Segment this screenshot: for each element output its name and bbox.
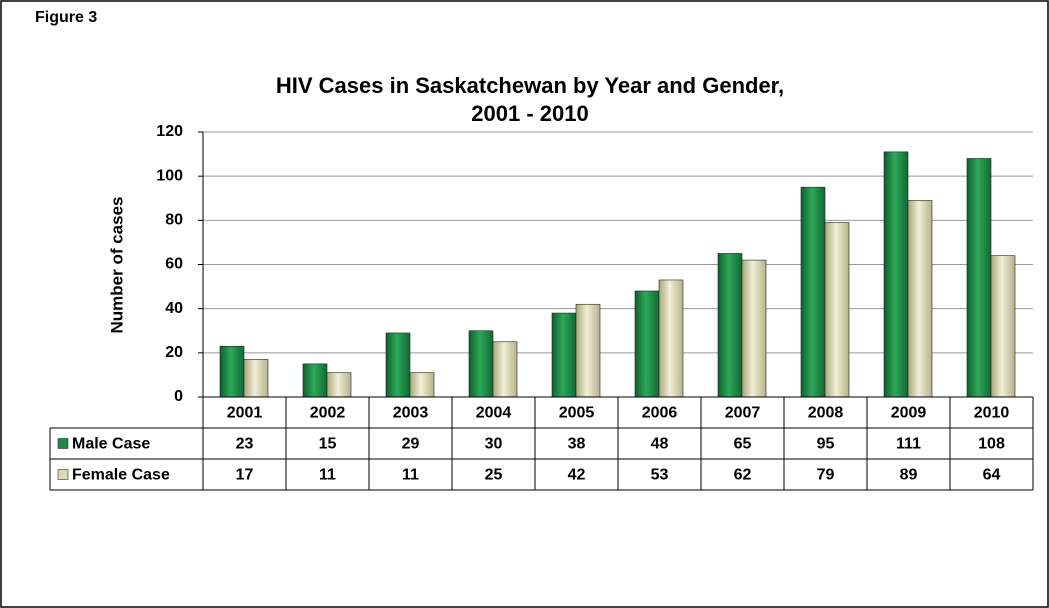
x-tick-label: 2008: [808, 405, 844, 422]
x-tick-label: 2007: [725, 405, 761, 422]
table-value: 30: [485, 436, 503, 453]
bar: [551, 312, 577, 398]
bar: [243, 359, 269, 398]
table-value: 64: [983, 467, 1001, 484]
bar: [658, 279, 684, 398]
legend-label: Female Case: [72, 467, 170, 484]
table-value: 25: [485, 467, 503, 484]
bar: [741, 259, 767, 398]
y-tick-label: 100: [156, 167, 183, 184]
chart-title: HIV Cases in Saskatchewan by Year and Ge…: [276, 73, 784, 98]
y-tick-label: 80: [165, 212, 183, 229]
x-tick-label: 2002: [310, 405, 346, 422]
bar: [907, 200, 933, 398]
x-tick-label: 2010: [974, 405, 1010, 422]
bar: [966, 158, 992, 398]
y-tick-label: 0: [174, 388, 183, 405]
table-value: 38: [568, 436, 586, 453]
table-value: 23: [236, 436, 254, 453]
chart-title: 2001 - 2010: [471, 101, 588, 126]
table-value: 17: [236, 467, 254, 484]
bar: [824, 222, 850, 398]
table-value: 48: [651, 436, 669, 453]
table-value: 95: [817, 436, 835, 453]
x-tick-label: 2001: [227, 405, 263, 422]
bar: [883, 151, 909, 398]
table-value: 42: [568, 467, 586, 484]
table-value: 62: [734, 467, 752, 484]
bar: [492, 341, 518, 398]
bar: [219, 345, 245, 398]
x-tick-label: 2006: [642, 405, 678, 422]
bar: [409, 372, 435, 398]
y-tick-label: 60: [165, 256, 183, 273]
x-tick-label: 2004: [476, 405, 512, 422]
legend-label: Male Case: [72, 436, 150, 453]
figure-label: Figure 3: [35, 9, 97, 26]
table-value: 65: [734, 436, 752, 453]
bar: [302, 363, 328, 398]
table-value: 89: [900, 467, 918, 484]
x-tick-label: 2005: [559, 405, 595, 422]
table-value: 111: [896, 436, 921, 453]
table-value: 11: [402, 467, 419, 484]
legend-swatch: [57, 469, 69, 480]
bar: [468, 330, 494, 398]
x-tick-label: 2003: [393, 405, 429, 422]
x-tick-label: 2009: [891, 405, 927, 422]
table-value: 53: [651, 467, 669, 484]
bar: [717, 253, 743, 398]
bar: [800, 186, 826, 398]
table-value: 11: [319, 467, 336, 484]
table-value: 79: [817, 467, 835, 484]
bar: [575, 303, 601, 398]
table-value: 15: [319, 436, 337, 453]
y-tick-label: 40: [165, 300, 183, 317]
legend-swatch: [57, 438, 69, 449]
y-axis-label: Number of cases: [107, 197, 126, 334]
bar: [385, 332, 411, 398]
bar: [990, 255, 1016, 398]
y-tick-label: 20: [165, 344, 183, 361]
table-value: 29: [402, 436, 420, 453]
table-value: 108: [978, 436, 1005, 453]
bar: [326, 372, 352, 398]
y-tick-label: 120: [156, 123, 183, 140]
bar: [634, 290, 660, 398]
